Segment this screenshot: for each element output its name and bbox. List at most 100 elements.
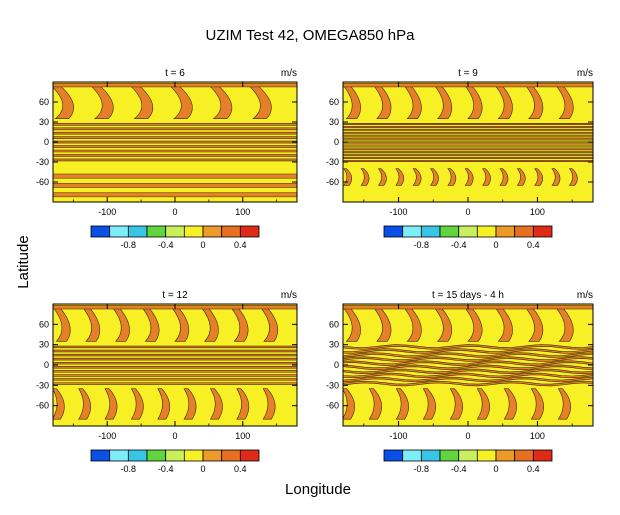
south-wave [412,168,422,186]
south-wave [130,388,144,420]
y-tick-label: -30 [326,380,339,390]
colorbar-swatch [514,449,534,462]
south-wave [568,168,578,186]
south-wave [183,388,197,420]
south-wave [464,168,474,186]
north-wave [208,85,233,119]
panel-title: t = 9 [458,68,478,79]
north-wave [53,307,71,342]
north-wave [171,307,190,342]
colorbar-swatch [514,225,534,238]
colorbar-label: 0 [493,464,498,474]
equatorial-band [53,382,297,385]
south-wave [368,388,382,420]
south-wave [377,168,387,186]
equatorial-band [343,153,593,156]
colorbar-swatch [183,449,204,462]
equatorial-band [343,132,593,135]
contour-field [53,304,297,426]
equatorial-band [53,145,297,148]
y-tick-label: 30 [39,117,49,127]
south-wave [78,388,91,420]
north-wave [494,307,513,342]
chart-title: UZIM Test 42, OMEGA850 hPa [206,27,416,44]
colorbar-swatch [183,225,204,238]
equatorial-band [343,123,593,126]
north-wave [524,85,544,119]
equatorial-band [53,149,297,153]
colorbar-swatch [420,225,441,238]
x-tick-label: 100 [530,431,545,441]
colorbar-swatch [202,449,223,462]
equatorial-band [53,154,297,157]
equatorial-band [53,378,297,381]
south-wave [499,168,509,186]
equatorial-band [53,158,297,162]
equatorial-band [53,123,297,126]
equatorial-band [343,372,593,379]
equatorial-band [343,156,593,159]
south-wave [449,388,463,420]
equatorial-band [53,357,297,361]
equatorial-band [53,131,297,135]
south-wave [53,388,65,420]
colorbar: -0.8 -0.4 0 0.4 [383,225,553,250]
x-tick-label: 0 [465,431,470,441]
equatorial-band [343,356,593,362]
colorbar-swatch [109,225,129,238]
contour-field [343,82,593,202]
north-wave [524,307,544,342]
south-wave [209,388,223,420]
north-wave [200,307,219,342]
north-wave [463,307,483,342]
equatorial-band [343,380,593,387]
colorbar-label: 0 [200,240,205,250]
colorbar-swatch [532,449,553,462]
south-wave [236,388,250,420]
colorbar-swatch [402,449,422,462]
south-wave [395,168,405,186]
y-tick-label: -60 [36,401,49,411]
north-wave [372,307,392,342]
south-wave [343,168,353,186]
y-tick-label: 30 [39,340,49,350]
colorbar-label: -0.4 [451,240,467,250]
north-wave [53,85,75,119]
equatorial-band [53,136,297,139]
equatorial-band [343,138,593,141]
y-tick-label: 60 [329,97,339,107]
equatorial-band [343,159,593,162]
colorbar-label: 0 [493,240,498,250]
equatorial-band [343,144,593,147]
y-tick-label: -30 [36,380,49,390]
colorbar-swatch [532,225,553,238]
south-wave [422,388,436,420]
y-tick-label: -60 [326,177,339,187]
y-tick-label: 60 [329,319,339,329]
colorbar: -0.8 -0.4 0 0.4 [90,225,260,250]
north-wave [555,307,574,342]
equatorial-band [343,147,593,150]
colorbar-label: -0.4 [158,240,174,250]
colorbar-label: 0.4 [234,240,247,250]
colorbar-swatch [420,449,441,462]
south-wave [262,388,276,420]
panel-title: t = 15 days - 4 h [432,290,504,301]
south-stripe [53,192,297,198]
colorbar-label: 0.4 [527,464,540,474]
panel-title: t = 12 [162,290,188,301]
y-tick-label: 60 [39,97,49,107]
panel-units: m/s [577,290,593,301]
equatorial-band [53,353,297,357]
colorbar-swatch [402,225,422,238]
equatorial-band [53,127,297,131]
colorbar-swatch [90,225,111,238]
north-wave [230,307,249,342]
colorbar-swatch [239,225,260,238]
panel-1: -100 0 100 60 30 0 -30 -60 t = 6 m/s -0.8 -0.4 0 0.4 [36,68,298,250]
x-tick-label: -100 [98,207,116,217]
colorbar-label: -0.8 [121,240,137,250]
equatorial-band [343,129,593,132]
colorbar-label: -0.4 [158,464,174,474]
